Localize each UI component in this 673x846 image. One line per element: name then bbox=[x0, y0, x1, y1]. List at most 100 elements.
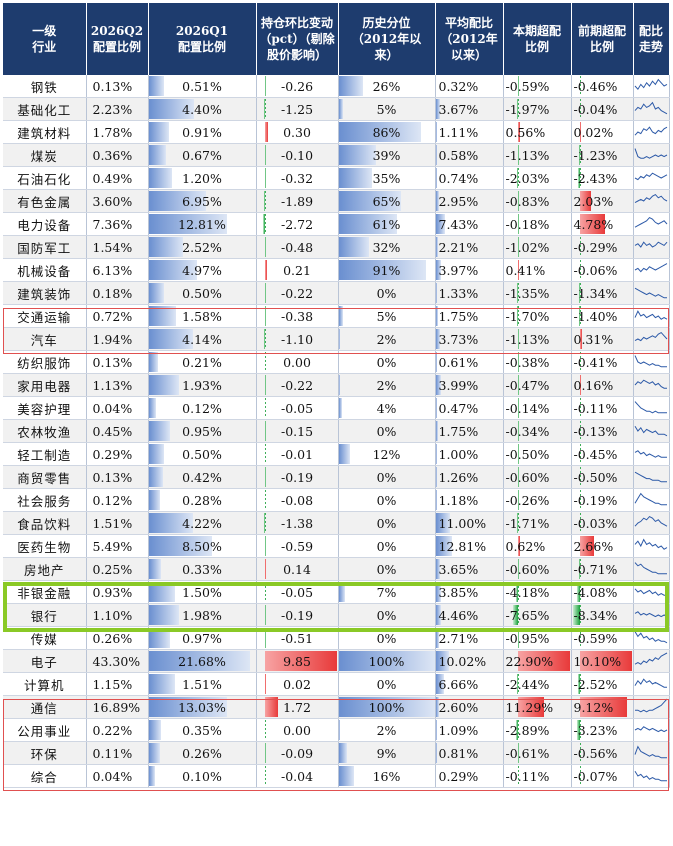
q2-ratio-cell: 0.29% bbox=[86, 442, 149, 466]
cell-value: -0.03% bbox=[573, 515, 618, 531]
cell-value: -0.59% bbox=[573, 630, 618, 646]
data-bar bbox=[265, 559, 267, 579]
percentile-cell: 0% bbox=[338, 488, 436, 512]
average-ratio-cell: 4.46% bbox=[435, 603, 504, 627]
data-bar bbox=[148, 697, 228, 717]
cell-value: 0.74% bbox=[438, 170, 479, 186]
change-cell: 0.30 bbox=[256, 120, 339, 144]
data-bar bbox=[264, 329, 266, 349]
cell-value: 0.00 bbox=[283, 354, 311, 370]
cell-value: 0.29% bbox=[438, 768, 479, 784]
zero-axis bbox=[580, 674, 582, 694]
cell-value: 0.41% bbox=[505, 262, 546, 278]
table-row: 有色金属 3.60% 6.95% -1.89 65% 2.95% -0.83% 2.03% bbox=[3, 189, 670, 213]
data-bar bbox=[265, 697, 278, 717]
cell-value: 1.09% bbox=[438, 722, 479, 738]
trend-line bbox=[634, 379, 667, 389]
q2-ratio-cell: 3.60% bbox=[86, 189, 149, 213]
overweight-now-cell: 0.56% bbox=[503, 120, 572, 144]
percentile-cell: 0% bbox=[338, 350, 436, 374]
q2-ratio-cell: 16.89% bbox=[86, 695, 149, 719]
trend-sparkline bbox=[634, 148, 668, 159]
data-bar bbox=[577, 674, 581, 694]
cell-value: 0.26% bbox=[182, 745, 222, 761]
average-ratio-cell: 1.00% bbox=[435, 442, 504, 466]
cell-value: 0% bbox=[376, 354, 397, 370]
zero-axis bbox=[518, 490, 520, 510]
cell-value: 100% bbox=[368, 653, 405, 669]
cell-value: -0.61% bbox=[505, 745, 550, 761]
table-row: 传媒 0.26% 0.97% -0.51 0% 2.71% -0.95% -0.59% bbox=[3, 626, 670, 650]
table-row: 计算机 1.15% 1.51% 0.02 0% 6.66% -2.44% -2.52% bbox=[3, 672, 670, 696]
data-bar bbox=[338, 651, 435, 671]
trend-line bbox=[634, 193, 668, 204]
overweight-prev-cell: 2.03% bbox=[571, 189, 634, 213]
data-bar bbox=[148, 191, 207, 211]
zero-axis bbox=[265, 467, 267, 487]
trend-line bbox=[634, 241, 668, 248]
change-cell: -0.05 bbox=[256, 580, 339, 604]
trend-line bbox=[634, 101, 668, 115]
cell-value: -0.38 bbox=[280, 308, 314, 324]
overweight-prev-cell: -0.59% bbox=[571, 626, 634, 650]
data-bar bbox=[148, 559, 162, 579]
data-bar bbox=[435, 99, 441, 119]
trend-cell bbox=[633, 258, 670, 282]
cell-value: 0% bbox=[376, 492, 397, 508]
percentile-cell: 16% bbox=[338, 764, 436, 788]
data-bar bbox=[338, 260, 426, 280]
overweight-prev-cell: 0.31% bbox=[571, 327, 634, 351]
zero-axis bbox=[580, 743, 582, 763]
percentile-cell: 86% bbox=[338, 120, 436, 144]
zero-axis bbox=[580, 398, 582, 418]
cell-value: 0.47% bbox=[438, 400, 479, 416]
average-ratio-cell: 3.73% bbox=[435, 327, 504, 351]
data-bar bbox=[265, 122, 268, 142]
zero-axis bbox=[265, 191, 267, 211]
change-cell: -0.19 bbox=[256, 465, 339, 489]
q1-ratio-cell: 4.40% bbox=[148, 97, 257, 121]
cell-value: -3.23% bbox=[573, 722, 618, 738]
trend-line bbox=[634, 652, 668, 665]
data-bar bbox=[517, 191, 519, 211]
average-ratio-cell: 2.21% bbox=[435, 235, 504, 259]
data-bar bbox=[148, 237, 184, 257]
table-row: 美容护理 0.04% 0.12% -0.05 4% 0.47% -0.14% -0.11% bbox=[3, 396, 670, 420]
trend-cell bbox=[633, 120, 670, 144]
industry-name: 家用电器 bbox=[3, 373, 87, 397]
data-bar bbox=[338, 237, 370, 257]
cell-value: 4.97% bbox=[182, 262, 222, 278]
header-q2-ratio: 2026Q2 配置比例 bbox=[86, 3, 149, 75]
data-bar bbox=[516, 168, 519, 188]
cell-value: -0.04 bbox=[280, 768, 314, 784]
data-bar bbox=[338, 743, 348, 763]
trend-line bbox=[634, 515, 668, 527]
zero-axis bbox=[265, 306, 267, 326]
overweight-now-cell: -1.02% bbox=[503, 235, 572, 259]
industry-name: 建筑材料 bbox=[3, 120, 87, 144]
header-label-line: 走势 bbox=[638, 40, 663, 54]
cell-value: 4.78% bbox=[573, 216, 614, 232]
data-bar bbox=[148, 122, 170, 142]
trend-cell bbox=[633, 396, 670, 420]
zero-axis bbox=[265, 99, 267, 119]
data-bar bbox=[148, 674, 176, 694]
cell-value: 12% bbox=[372, 446, 401, 462]
overweight-prev-cell: -1.23% bbox=[571, 143, 634, 167]
cell-value: 1.00% bbox=[438, 446, 479, 462]
zero-axis bbox=[518, 191, 520, 211]
data-bar bbox=[435, 513, 450, 533]
cell-value: 0.10% bbox=[182, 768, 222, 784]
q2-ratio-cell: 1.15% bbox=[86, 672, 149, 696]
cell-value: 4% bbox=[376, 400, 397, 416]
cell-value: 4.22% bbox=[182, 515, 222, 531]
trend-line bbox=[634, 745, 667, 759]
zero-axis bbox=[518, 743, 520, 763]
trend-line bbox=[634, 263, 668, 273]
q2-ratio-cell: 5.49% bbox=[86, 534, 149, 558]
trend-line bbox=[634, 310, 668, 320]
trend-sparkline bbox=[635, 698, 668, 713]
cell-value: -0.07% bbox=[573, 768, 618, 784]
data-bar bbox=[517, 145, 519, 165]
trend-line bbox=[634, 538, 668, 550]
